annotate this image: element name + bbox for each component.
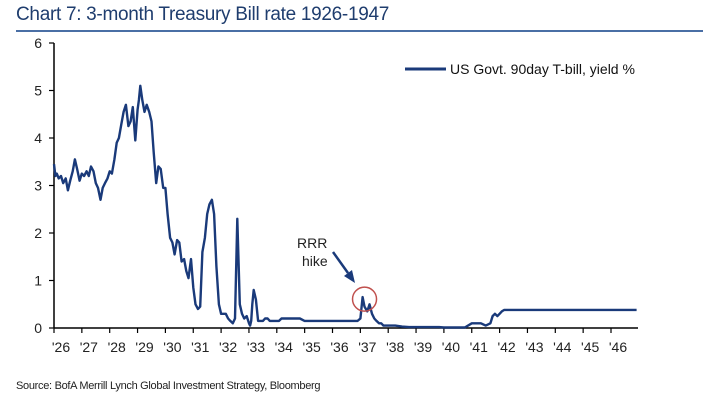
x-tick-label: '27 [80,339,98,355]
x-tick-label: '26 [52,339,70,355]
y-tick-label: 5 [34,83,42,99]
x-tick-label: '35 [303,339,321,355]
x-tick-label: '36 [330,339,348,355]
x-tick-label: '39 [414,339,432,355]
source-note: Source: BofA Merrill Lynch Global Invest… [16,380,321,392]
series-group [52,84,637,329]
annotation-arrowhead [344,270,355,283]
x-tick-label: '38 [386,339,404,355]
annotation: RRR hike [297,235,378,312]
annotation-circle [351,286,378,312]
x-tick-label: '30 [163,339,181,355]
x-tick-label: '45 [581,339,599,355]
x-tick-label: '29 [135,339,153,355]
title-rule [16,30,703,32]
annotation-arrow [331,251,350,274]
y-tick-label: 0 [34,320,42,336]
x-tick-label: '40 [442,339,460,355]
x-tick-label: '43 [525,339,543,355]
x-tick-label: '37 [358,339,376,355]
x-tick-label: '32 [219,339,237,355]
legend: US Govt. 90day T-bill, yield % [405,61,635,77]
y-tick-label: 2 [34,225,42,241]
x-tick-label: '42 [497,339,515,355]
x-tick-label: '31 [191,339,209,355]
y-tick-label: 6 [34,35,42,51]
y-tick-label: 1 [34,273,42,289]
legend-label: US Govt. 90day T-bill, yield % [450,61,635,77]
y-tick-label: 3 [34,178,42,194]
y-tick-label: 4 [34,130,42,146]
x-tick-label: '46 [609,339,627,355]
x-tick-label: '44 [553,339,571,355]
x-tick-label: '41 [470,339,488,355]
x-tick-label: '33 [247,339,265,355]
x-tick-label: '34 [275,339,293,355]
axes: 0 1 2 3 4 5 6 '26 '27 '28 '29 '30 '31 '32 '33 '34 '35 '36… [34,35,638,355]
annotation-line-1: RRR [297,235,327,251]
annotation-line-2: hike [302,253,328,269]
chart-title: Chart 7: 3-month Treasury Bill rate 1926… [16,4,390,25]
x-tick-label: '28 [108,339,126,355]
series-line [52,84,637,329]
